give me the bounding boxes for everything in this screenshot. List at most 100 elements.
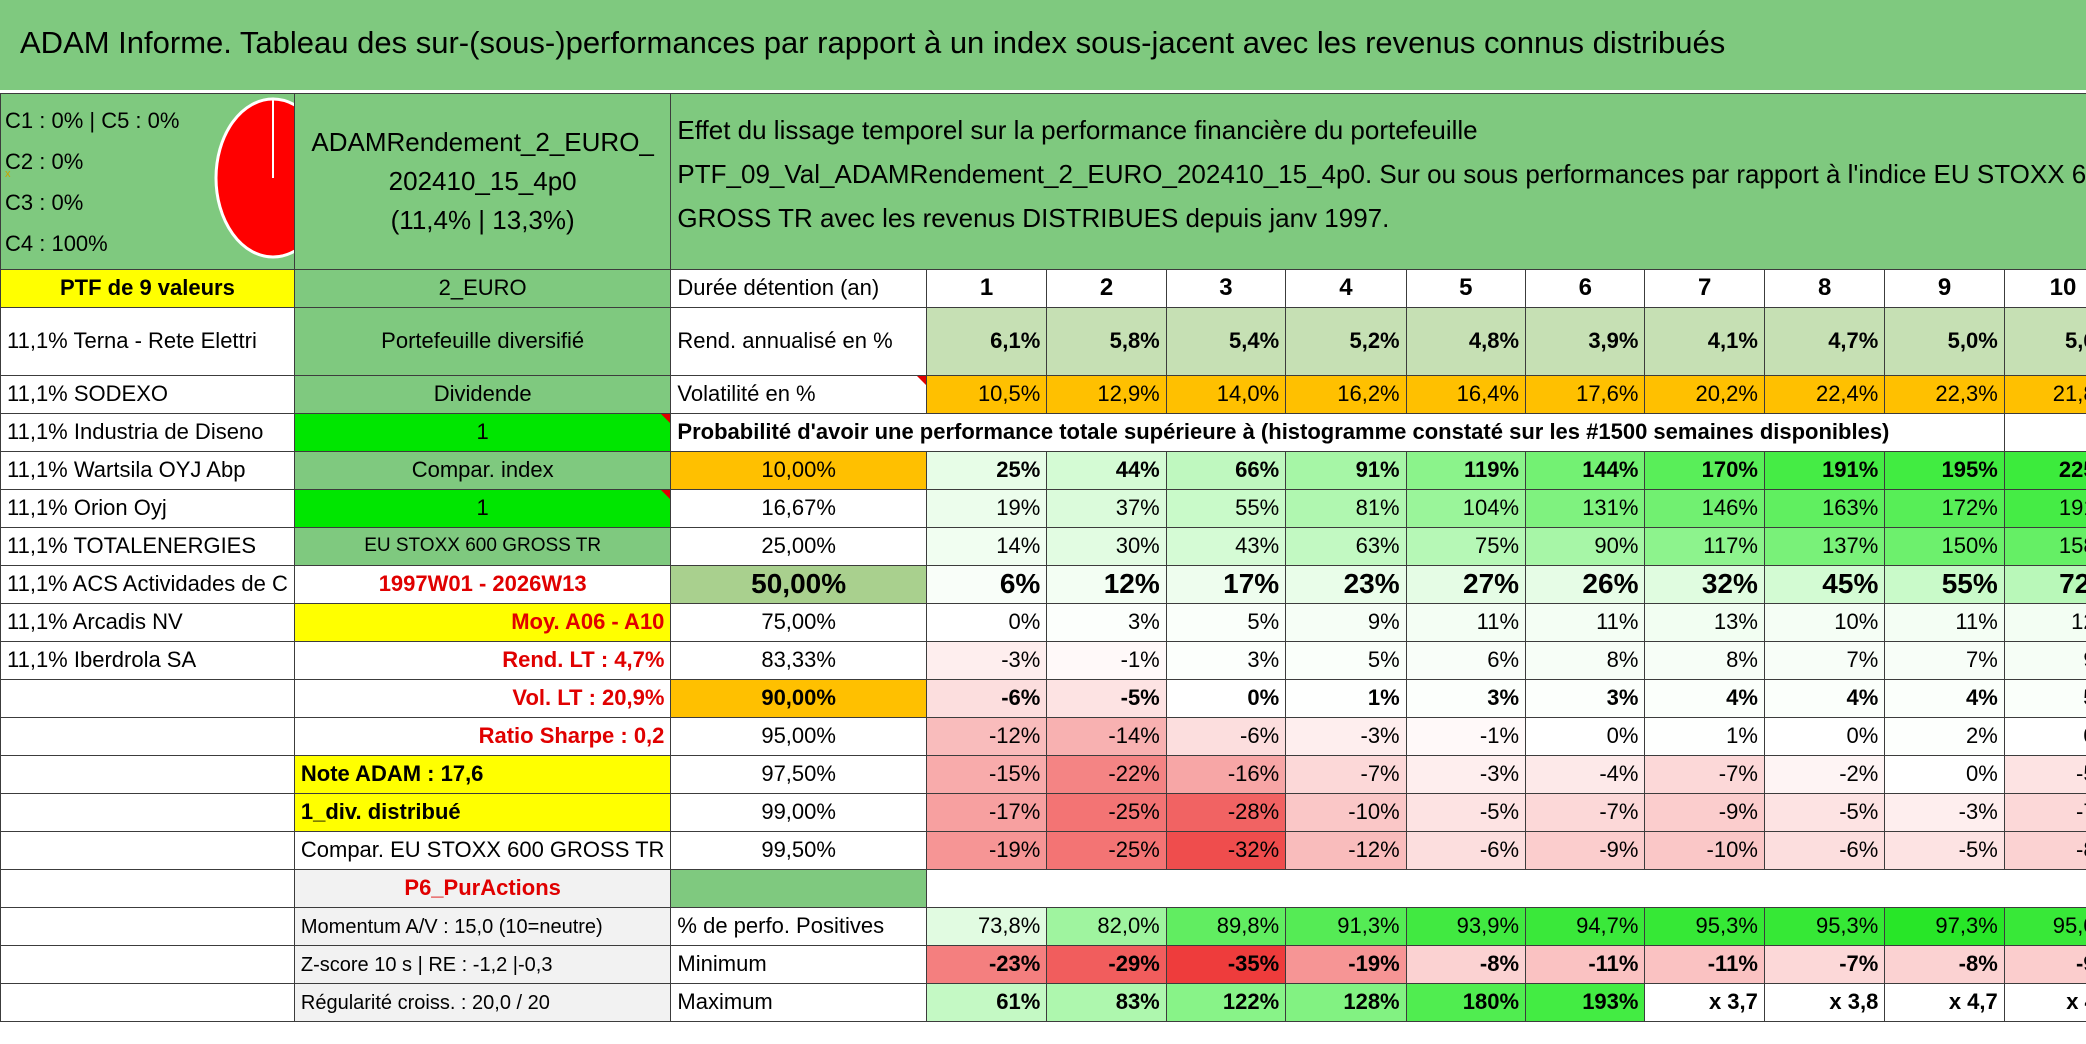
min-value: -23% [925, 945, 1048, 984]
quantile-value: 170% [1644, 451, 1765, 490]
pos-value: 93,9% [1405, 907, 1527, 946]
allocation-pie-chart [214, 97, 294, 259]
portfolio-name: ADAMRendement_2_EURO_ 202410_15_4p0 (11,4%… [293, 93, 672, 270]
rend-value: 5,6% [2003, 307, 2086, 376]
vol-value: 16,4% [1405, 375, 1527, 414]
table-row: 11,1% SODEXO Dividende Volatilité en % 10,5… [0, 375, 2086, 414]
diversified-label: Portefeuille diversifié [293, 307, 672, 376]
max-label: Maximum [670, 983, 927, 1022]
dividend-label: Dividende [293, 375, 672, 414]
empty-cell [0, 869, 295, 908]
quantile-value: -2% [1763, 755, 1886, 794]
quantile-value: 0% [925, 603, 1048, 642]
quantile-value: 26% [1525, 565, 1646, 604]
quantile-value: 117% [1644, 527, 1765, 566]
empty-cell [0, 679, 295, 718]
quantile-label: 99,00% [670, 793, 927, 832]
regularite-label: Régularité croiss. : 20,0 / 20 [293, 983, 672, 1022]
table-row: Vol. LT : 20,9% 90,00% -6% -5% 0% 1% 3% 3% 4% 4% 4… [0, 679, 2086, 718]
quantile-value: 3% [1165, 641, 1287, 680]
quantile-value: -10% [1644, 831, 1765, 870]
quantile-value: -10% [1285, 793, 1407, 832]
quantile-value: -3% [1405, 755, 1527, 794]
effect-line3: GROSS TR avec les revenus DISTRIBUES dep… [677, 203, 1390, 233]
pos-value: 73,8% [925, 907, 1048, 946]
vol-value: 12,9% [1046, 375, 1167, 414]
quantile-value: 0% [1763, 717, 1886, 756]
quantile-value: 27% [1405, 565, 1527, 604]
quantile-value: 3% [1046, 603, 1167, 642]
max-value: x 4,7 [1884, 983, 2005, 1022]
allocation-c3: C3 : 0% [5, 190, 84, 215]
empty-cell [925, 869, 2086, 908]
quantile-value: -28% [1165, 793, 1287, 832]
pos-value: 95,3% [1763, 907, 1886, 946]
quantile-value: -3% [1884, 793, 2005, 832]
sharpe-label: Ratio Sharpe : 0,2 [293, 717, 672, 756]
quantile-value: 195% [1884, 451, 2005, 490]
quantile-label: 97,50% [670, 755, 927, 794]
max-value: 83% [1046, 983, 1167, 1022]
quantile-value: -6% [1763, 831, 1886, 870]
year-header: 3 [1165, 269, 1287, 308]
min-value: -11% [1644, 945, 1765, 984]
max-value: x 3,8 [1763, 983, 1886, 1022]
quantile-value: -5% [1046, 679, 1167, 718]
probability-label: Probabilité d'avoir une performance tota… [670, 413, 2005, 452]
year-header: 6 [1525, 269, 1646, 308]
vol-value: 17,6% [1525, 375, 1646, 414]
quantile-value: 44% [1046, 451, 1167, 490]
quantile-value: 17% [1165, 565, 1287, 604]
quantile-label: 50,00% [670, 565, 927, 604]
quantile-value: -25% [1046, 793, 1167, 832]
compar-index-label: Compar. index [293, 451, 672, 490]
quantile-value: 8% [1644, 641, 1765, 680]
table-row: 11,1% TOTALENERGIES EU STOXX 600 GROSS TR… [0, 527, 2086, 566]
empty-cell [0, 945, 295, 984]
vol-value: 16,2% [1285, 375, 1407, 414]
table-row: Régularité croiss. : 20,0 / 20 Maximum 61%… [0, 983, 2086, 1022]
pos-value: 95,3% [1644, 907, 1765, 946]
quantile-label: 83,33% [670, 641, 927, 680]
quantile-value: -17% [925, 793, 1048, 832]
quantile-value: 91% [1285, 451, 1407, 490]
year-header: 5 [1405, 269, 1527, 308]
rend-lt-label: Rend. LT : 4,7% [293, 641, 672, 680]
compar-full-label: Compar. EU STOXX 600 GROSS TR [293, 831, 672, 870]
quantile-value: 30% [1046, 527, 1167, 566]
quantile-value: -22% [1046, 755, 1167, 794]
div-label: 1_div. distribué [293, 793, 672, 832]
quantile-value: 37% [1046, 489, 1167, 528]
momentum-label: Momentum A/V : 15,0 (10=neutre) [293, 907, 672, 946]
table-row: 11,1% Iberdrola SA Rend. LT : 4,7% 83,33% -… [0, 641, 2086, 680]
quantile-value: 1% [1285, 679, 1407, 718]
rend-value: 5,4% [1165, 307, 1287, 376]
quantile-value: 150% [1884, 527, 2005, 566]
quantile-value: 11% [1884, 603, 2005, 642]
moy-label: Moy. A06 - A10 [293, 603, 672, 642]
table-row: Ratio Sharpe : 0,2 95,00% -12% -14% -6% -3% -1… [0, 717, 2086, 756]
quantile-value: 72% [2003, 565, 2086, 604]
holding-item: 11,1% Industria de Diseno [0, 413, 295, 452]
quantile-value: 158% [2003, 527, 2086, 566]
year-header: 2 [1046, 269, 1167, 308]
quantile-value: 66% [1165, 451, 1287, 490]
quantile-value: -8% [2003, 831, 2086, 870]
quantile-value: 11% [1525, 603, 1646, 642]
rend-value: 6,1% [925, 307, 1048, 376]
quantile-label: 75,00% [670, 603, 927, 642]
quantile-value: -5% [1405, 793, 1527, 832]
min-value: -19% [1285, 945, 1407, 984]
table-row: 11,1% ACS Actividades de C 1997W01 - 2026… [0, 565, 2086, 604]
table-row: Momentum A/V : 15,0 (10=neutre)% de perf… [0, 907, 2086, 946]
flag-one-b: 1 [293, 489, 672, 528]
quantile-value: 137% [1763, 527, 1886, 566]
holding-item: 11,1% Wartsila OYJ Abp [0, 451, 295, 490]
quantile-label: 90,00% [670, 679, 927, 718]
quantile-value: 12% [1046, 565, 1167, 604]
table-row: PTF de 9 valeurs 2_EURO Durée détention (a… [0, 269, 2086, 308]
min-value: -8% [1405, 945, 1527, 984]
quantile-value: 0% [2003, 717, 2086, 756]
p6-label: P6_PurActions [293, 869, 672, 908]
quantile-value: -7% [1644, 755, 1765, 794]
